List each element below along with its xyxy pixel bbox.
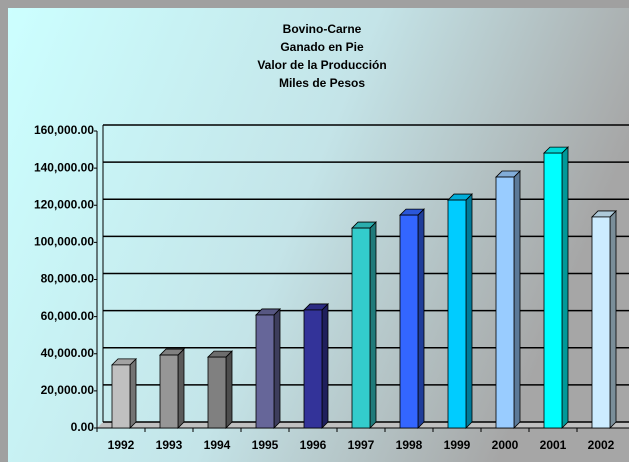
bar-side [225, 350, 233, 429]
bar [495, 176, 515, 429]
chart-title: Ganado en Pie [280, 40, 364, 54]
x-tick-label: 1992 [108, 438, 135, 452]
bar-side [369, 221, 377, 429]
bar-side [465, 193, 473, 429]
y-tick-label: 80,000.00 [41, 272, 95, 286]
bar [543, 152, 563, 429]
bar-side [273, 307, 281, 429]
bar-side [129, 357, 137, 429]
x-tick-label: 1995 [252, 438, 279, 452]
x-tick-label: 2001 [540, 438, 567, 452]
bar-side [513, 170, 521, 429]
x-tick-label: 1998 [396, 438, 423, 452]
y-tick-label: 140,000.00 [34, 160, 94, 174]
bar-side [561, 146, 569, 429]
chart-title: Bovino-Carne [283, 22, 362, 36]
x-tick-label: 1999 [444, 438, 471, 452]
x-tick-label: 2002 [588, 438, 615, 452]
bar-side [417, 208, 425, 429]
y-tick-label: 40,000.00 [41, 346, 95, 360]
x-tick-label: 1996 [300, 438, 327, 452]
bar [159, 354, 179, 429]
bar [399, 214, 419, 429]
y-tick-label: 120,000.00 [34, 197, 94, 211]
bar [447, 199, 467, 429]
bar-side [609, 209, 617, 429]
bar [111, 364, 131, 429]
y-tick-label: 100,000.00 [34, 235, 94, 249]
y-tick-label: 160,000.00 [34, 123, 94, 137]
bar [255, 314, 275, 429]
x-tick-label: 1994 [204, 438, 231, 452]
x-tick-label: 1993 [156, 438, 183, 452]
y-tick-label: 0.00 [71, 420, 95, 434]
chart-title: Miles de Pesos [279, 76, 365, 90]
x-tick-label: 1997 [348, 438, 375, 452]
chart-title: Valor de la Producción [257, 58, 386, 72]
bar [591, 216, 611, 429]
bar-side [321, 302, 329, 429]
bar [351, 227, 371, 429]
y-tick-label: 60,000.00 [41, 309, 95, 323]
y-tick-label: 20,000.00 [41, 383, 95, 397]
bar [303, 309, 323, 429]
x-tick-label: 2000 [492, 438, 519, 452]
bar-side [177, 348, 185, 429]
bar [207, 356, 227, 429]
